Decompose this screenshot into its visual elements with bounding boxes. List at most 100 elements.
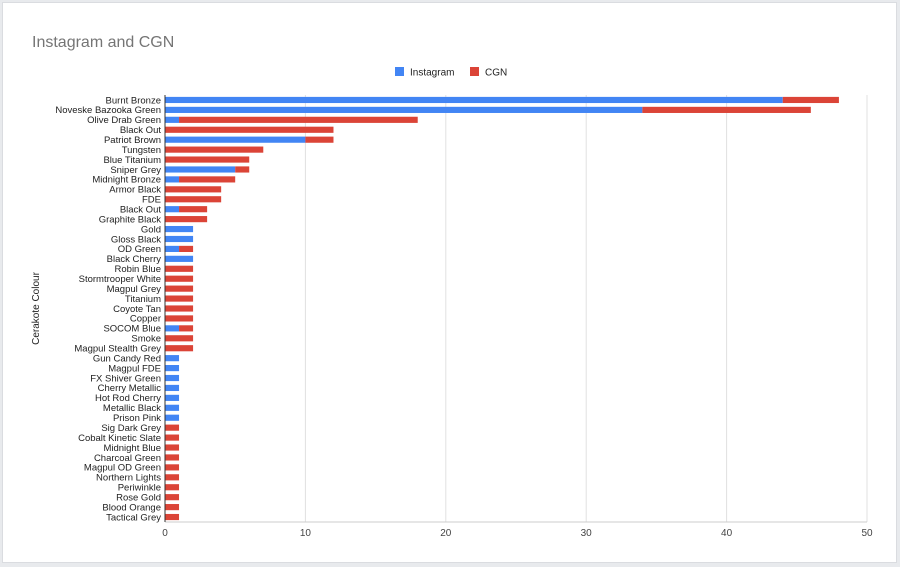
bar-instagram bbox=[165, 166, 236, 173]
category-label: Black Out bbox=[120, 204, 162, 215]
category-label: Coyote Tan bbox=[113, 304, 161, 315]
category-label: Periwinkle bbox=[118, 483, 161, 494]
bar-instagram bbox=[165, 116, 180, 123]
category-label: Graphite Black bbox=[99, 214, 162, 225]
gridlines bbox=[165, 95, 868, 523]
bar-cgn bbox=[165, 464, 180, 471]
bar-cgn bbox=[165, 295, 194, 302]
x-tick-label: 10 bbox=[300, 528, 312, 539]
chart-svg: Instagram and CGN Instagram CGN Burnt Bro… bbox=[31, 34, 873, 539]
bar-instagram bbox=[165, 255, 194, 262]
category-label: Gloss Black bbox=[111, 234, 161, 245]
x-tick-label: 50 bbox=[861, 528, 873, 539]
bars bbox=[165, 96, 839, 521]
bar-cgn bbox=[165, 454, 180, 461]
bar-instagram bbox=[165, 96, 783, 104]
bar-instagram bbox=[165, 404, 180, 411]
category-label: Magpul FDE bbox=[108, 363, 161, 374]
category-label: Hot Rod Cherry bbox=[95, 393, 161, 404]
bar-cgn bbox=[165, 265, 194, 272]
bar-instagram bbox=[165, 394, 180, 401]
bar-cgn bbox=[179, 245, 194, 252]
category-label: Copper bbox=[130, 314, 161, 325]
category-label: Midnight Bronze bbox=[92, 175, 161, 186]
category-label: Magpul Stealth Grey bbox=[74, 344, 161, 355]
category-label: Gun Candy Red bbox=[93, 353, 161, 364]
bar-cgn bbox=[165, 513, 180, 521]
bar-cgn bbox=[642, 106, 811, 113]
category-label: Tungsten bbox=[122, 145, 161, 156]
category-label: Olive Drab Green bbox=[87, 115, 161, 126]
bar-cgn bbox=[165, 146, 264, 153]
category-label: Metallic Black bbox=[103, 403, 161, 414]
category-label: Armor Black bbox=[109, 185, 161, 196]
category-label: Smoke bbox=[131, 334, 161, 345]
bar-cgn bbox=[165, 305, 194, 312]
category-label: Magpul Grey bbox=[107, 284, 162, 295]
category-label: FX Shiver Green bbox=[90, 373, 161, 384]
category-label: Northern Lights bbox=[96, 473, 161, 484]
legend-label-instagram: Instagram bbox=[410, 68, 454, 79]
bar-cgn bbox=[165, 335, 194, 342]
bar-cgn bbox=[165, 345, 194, 352]
bar-cgn bbox=[782, 96, 839, 104]
category-label: FDE bbox=[142, 195, 161, 206]
bar-cgn bbox=[165, 494, 180, 501]
legend-label-cgn: CGN bbox=[485, 68, 507, 79]
bar-cgn bbox=[165, 196, 222, 203]
bar-cgn bbox=[165, 156, 250, 163]
bar-instagram bbox=[165, 414, 180, 421]
x-tick-label: 0 bbox=[162, 528, 168, 539]
category-label: Charcoal Green bbox=[94, 453, 161, 464]
x-tick-label: 30 bbox=[581, 528, 593, 539]
category-label: Magpul OD Green bbox=[84, 463, 161, 474]
category-label: Blue Titanium bbox=[103, 155, 161, 166]
bar-cgn bbox=[179, 176, 236, 183]
bar-cgn bbox=[179, 206, 208, 213]
bar-cgn bbox=[165, 434, 180, 441]
category-label: Rose Gold bbox=[116, 492, 161, 503]
bar-cgn bbox=[165, 315, 194, 322]
category-label: SOCOM Blue bbox=[103, 324, 161, 335]
category-label: Titanium bbox=[125, 294, 161, 305]
bar-cgn bbox=[165, 444, 180, 451]
category-label: Black Cherry bbox=[107, 254, 162, 265]
bar-instagram bbox=[165, 136, 306, 143]
bar-cgn bbox=[165, 186, 222, 193]
bar-cgn bbox=[179, 116, 418, 123]
legend: Instagram CGN bbox=[395, 67, 507, 79]
category-label: Blood Orange bbox=[102, 502, 161, 513]
legend-swatch-cgn bbox=[470, 67, 479, 76]
bar-cgn bbox=[165, 275, 194, 282]
x-tick-labels: 0 10 20 30 40 50 bbox=[162, 528, 873, 539]
bar-cgn bbox=[165, 424, 180, 431]
bar-instagram bbox=[165, 225, 194, 233]
bar-instagram bbox=[165, 374, 180, 382]
bar-instagram bbox=[165, 176, 180, 183]
bar-cgn bbox=[165, 484, 180, 491]
category-label: Cobalt Kinetic Slate bbox=[78, 433, 161, 444]
category-label: Gold bbox=[141, 224, 161, 235]
y-axis-title: Cerakote Colour bbox=[31, 271, 42, 344]
category-label: Burnt Bronze bbox=[106, 95, 161, 106]
bar-cgn bbox=[179, 325, 194, 332]
category-label: Tactical Grey bbox=[106, 512, 161, 523]
bar-cgn bbox=[165, 474, 180, 481]
bar-instagram bbox=[165, 235, 194, 243]
bar-instagram bbox=[165, 206, 180, 213]
bar-cgn bbox=[165, 216, 208, 223]
bar-instagram bbox=[165, 355, 180, 362]
legend-swatch-instagram bbox=[395, 67, 404, 76]
bar-instagram bbox=[165, 325, 180, 332]
category-label: Stormtrooper White bbox=[79, 274, 161, 285]
category-label: Prison Pink bbox=[113, 413, 161, 424]
category-label: Cherry Metallic bbox=[98, 383, 162, 394]
x-tick-label: 20 bbox=[440, 528, 452, 539]
chart-title: Instagram and CGN bbox=[32, 34, 174, 51]
bar-instagram bbox=[165, 106, 643, 113]
bar-instagram bbox=[165, 245, 180, 252]
x-tick-label: 40 bbox=[721, 528, 733, 539]
category-label: OD Green bbox=[118, 244, 161, 255]
category-label: Sig Dark Grey bbox=[101, 423, 161, 434]
